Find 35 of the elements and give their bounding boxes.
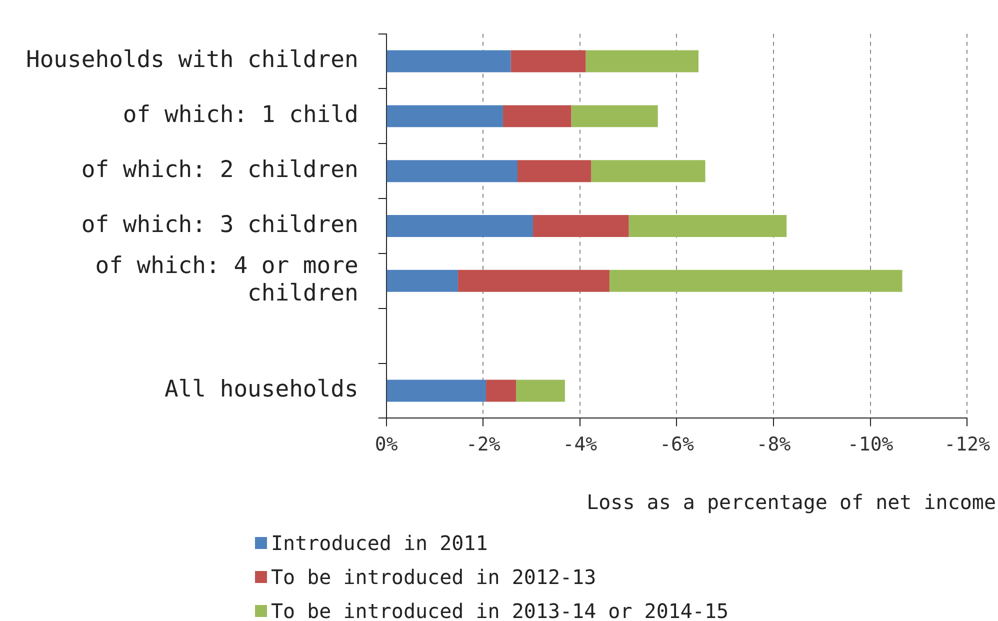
bar [516, 380, 565, 402]
bar [571, 105, 658, 128]
y-tick-label: All households [164, 376, 358, 403]
x-tick-label: -10% [847, 434, 894, 456]
y-tick-label: Households with children [26, 47, 358, 74]
x-axis-title: Loss as a percentage of net income [586, 490, 996, 514]
bar [386, 270, 458, 292]
legend-label: To be introduced in 2012-13 [271, 565, 596, 589]
x-tick-label: -6% [660, 434, 694, 456]
bar [628, 215, 787, 237]
bar [532, 215, 629, 237]
x-tick-label: -12% [944, 434, 991, 456]
bar [609, 270, 902, 292]
bar [486, 380, 516, 402]
bar [386, 50, 511, 72]
bar [586, 50, 699, 72]
legend-label: Introduced in 2011 [271, 531, 488, 555]
bar [510, 50, 586, 72]
bar [386, 160, 518, 182]
y-tick-label: of which: 4 or more children [95, 253, 358, 307]
bar [386, 380, 486, 402]
bar [386, 105, 503, 128]
bar [458, 270, 610, 292]
x-tick-label: -2% [466, 434, 501, 456]
bar [386, 215, 533, 237]
legend-label: To be introduced in 2013-14 or 2014-15 [271, 599, 729, 621]
bar [502, 105, 572, 128]
x-tick-label: -4% [562, 434, 598, 456]
bar [591, 160, 706, 182]
y-tick-label: of which: 1 child [122, 102, 358, 128]
x-tick-label: -8% [756, 434, 792, 456]
bar [517, 160, 592, 182]
x-tick-label: 0% [374, 434, 398, 456]
y-tick-label: of which: 2 children [81, 157, 358, 184]
y-tick-label: of which: 3 children [81, 212, 358, 238]
